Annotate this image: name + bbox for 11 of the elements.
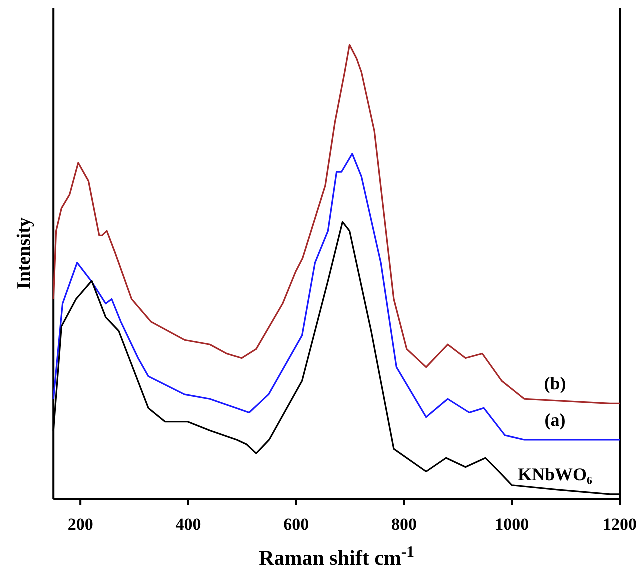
- series-label: (b): [544, 374, 566, 394]
- x-tick-label: 200: [68, 515, 94, 534]
- x-axis-title: Raman shift cm$^{-1}$: [259, 544, 415, 570]
- x-tick-label: 600: [284, 515, 310, 534]
- x-tick-label: 1200: [603, 515, 637, 534]
- series-label: (a): [544, 410, 566, 430]
- y-axis-title: Intensity: [14, 217, 35, 290]
- series-label: KNbWO₆: [518, 464, 594, 484]
- x-tick-label: 1000: [495, 515, 530, 534]
- x-tick-label: 400: [176, 515, 202, 534]
- x-tick-label: 800: [391, 515, 417, 534]
